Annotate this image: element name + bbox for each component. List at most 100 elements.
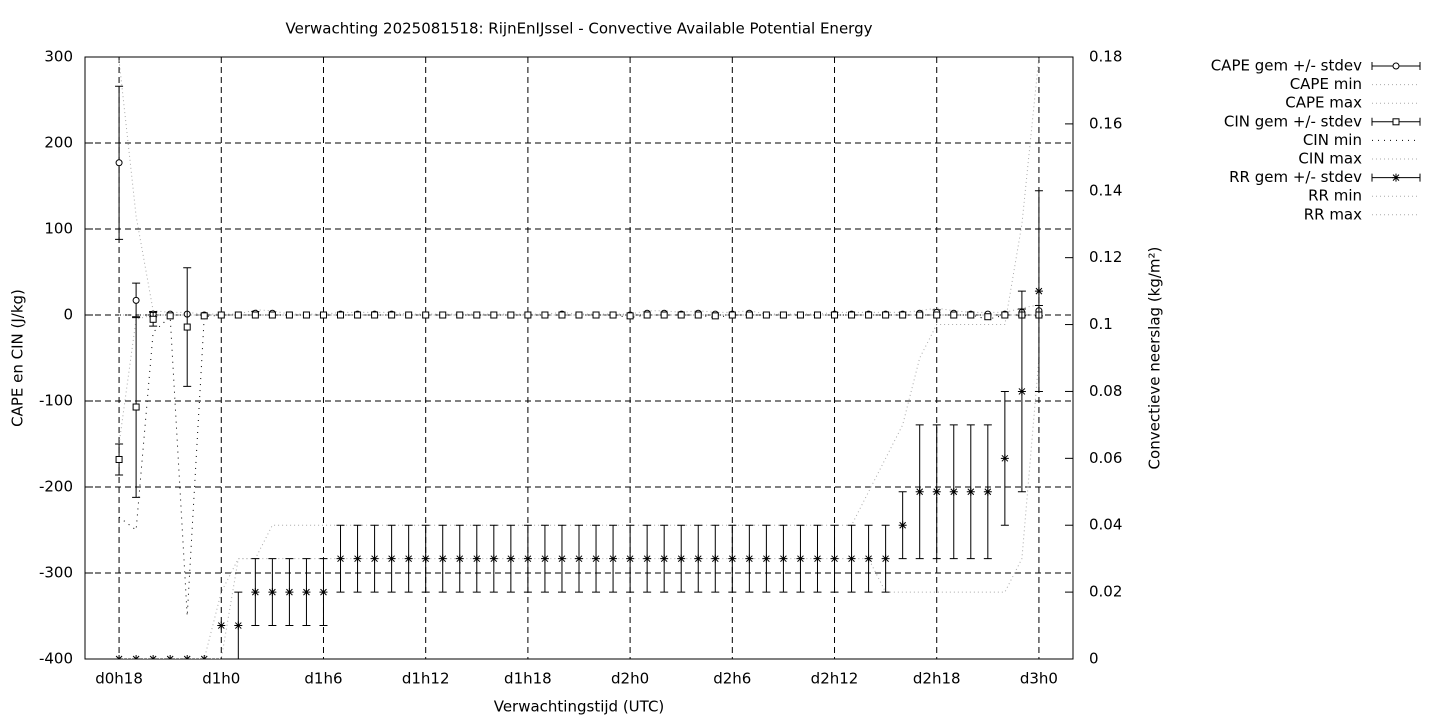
marker-star xyxy=(830,554,839,563)
y2-tick-label: 0.06 xyxy=(1089,449,1122,467)
marker-square xyxy=(302,311,310,319)
marker-star xyxy=(1017,387,1026,396)
y2-tick-label: 0 xyxy=(1089,650,1099,668)
marker-star xyxy=(881,554,890,563)
marker-square xyxy=(422,311,430,319)
marker-star xyxy=(762,554,771,563)
marker-star xyxy=(506,554,515,563)
legend-label: CIN gem +/- stdev xyxy=(1224,112,1362,130)
marker-star xyxy=(694,554,703,563)
marker-square xyxy=(933,311,941,319)
marker-star xyxy=(336,554,345,563)
marker-star xyxy=(932,487,941,496)
marker-star xyxy=(387,554,396,563)
marker-square xyxy=(575,311,583,319)
marker-star xyxy=(183,655,192,659)
marker-square xyxy=(899,311,907,319)
y2-tick-label: 0.18 xyxy=(1089,48,1122,66)
y-tick-label: -300 xyxy=(39,564,73,582)
marker-square xyxy=(813,311,821,319)
x-tick-label: d2h18 xyxy=(913,670,961,688)
legend-label: CIN min xyxy=(1303,131,1362,149)
legend-marker xyxy=(1392,62,1400,70)
marker-star xyxy=(1000,454,1009,463)
marker-square xyxy=(916,311,924,319)
marker-star xyxy=(217,621,226,630)
marker-square xyxy=(234,311,242,319)
marker-star xyxy=(728,554,737,563)
legend-label: RR gem +/- stdev xyxy=(1229,168,1362,186)
marker-star xyxy=(251,588,260,597)
marker-square xyxy=(779,311,787,319)
marker-star xyxy=(268,588,277,597)
x-axis-label: Verwachtingstijd (UTC) xyxy=(494,698,665,716)
marker-star xyxy=(796,554,805,563)
x-tick-label: d1h0 xyxy=(202,670,240,688)
chart-title: Verwachting 2025081518: RijnEnIJssel - C… xyxy=(286,20,873,38)
marker-star xyxy=(285,588,294,597)
y2-tick-label: 0.1 xyxy=(1089,315,1113,333)
marker-square xyxy=(251,311,259,319)
marker-star xyxy=(302,588,311,597)
legend-label: CAPE max xyxy=(1285,94,1362,112)
marker-square xyxy=(439,311,447,319)
marker-circle xyxy=(115,159,123,167)
marker-square xyxy=(217,311,225,319)
marker-square xyxy=(967,311,975,319)
y2-tick-label: 0.16 xyxy=(1089,114,1122,132)
marker-star xyxy=(915,487,924,496)
marker-square xyxy=(268,311,276,319)
marker-star xyxy=(115,655,124,659)
marker-star xyxy=(149,655,158,659)
marker-square xyxy=(745,311,753,319)
y-tick-label: -400 xyxy=(39,650,73,668)
marker-star xyxy=(489,554,498,563)
marker-square xyxy=(984,313,992,321)
marker-star xyxy=(370,554,379,563)
marker-square xyxy=(660,311,668,319)
marker-square xyxy=(354,311,362,319)
marker-star xyxy=(677,554,686,563)
marker-star xyxy=(1034,287,1043,296)
y-tick-label: 200 xyxy=(44,134,73,152)
marker-star xyxy=(166,655,175,659)
marker-square xyxy=(762,311,770,319)
marker-square xyxy=(848,311,856,319)
y2-tick-label: 0.02 xyxy=(1089,583,1122,601)
x-tick-label: d2h6 xyxy=(713,670,751,688)
legend-marker xyxy=(1392,118,1400,126)
marker-star xyxy=(557,554,566,563)
marker-square xyxy=(285,311,293,319)
marker-star xyxy=(353,554,362,563)
legend-label: CAPE min xyxy=(1290,75,1362,93)
y2-tick-label: 0.14 xyxy=(1089,181,1122,199)
marker-star xyxy=(847,554,856,563)
marker-square xyxy=(882,311,890,319)
marker-square xyxy=(371,311,379,319)
plot-area xyxy=(115,57,1043,659)
marker-square xyxy=(609,311,617,319)
marker-star xyxy=(319,588,328,597)
marker-star xyxy=(864,554,873,563)
y2-tick-label: 0.12 xyxy=(1089,248,1122,266)
marker-square xyxy=(166,312,174,320)
marker-square xyxy=(1001,311,1009,319)
marker-star xyxy=(234,621,243,630)
marker-star xyxy=(983,487,992,496)
x-tick-label: d1h12 xyxy=(402,670,450,688)
marker-square xyxy=(490,311,498,319)
marker-square xyxy=(865,311,873,319)
marker-star xyxy=(200,655,209,659)
marker-square xyxy=(711,312,719,320)
marker-square xyxy=(728,311,736,319)
y-tick-label: -200 xyxy=(39,478,73,496)
marker-star xyxy=(438,554,447,563)
marker-square xyxy=(183,323,191,331)
marker-star xyxy=(421,554,430,563)
range-line xyxy=(119,357,1040,659)
legend-label: RR min xyxy=(1308,187,1362,205)
marker-square xyxy=(132,403,140,411)
marker-star xyxy=(745,554,754,563)
marker-square xyxy=(677,311,685,319)
y-tick-label: -100 xyxy=(39,392,73,410)
